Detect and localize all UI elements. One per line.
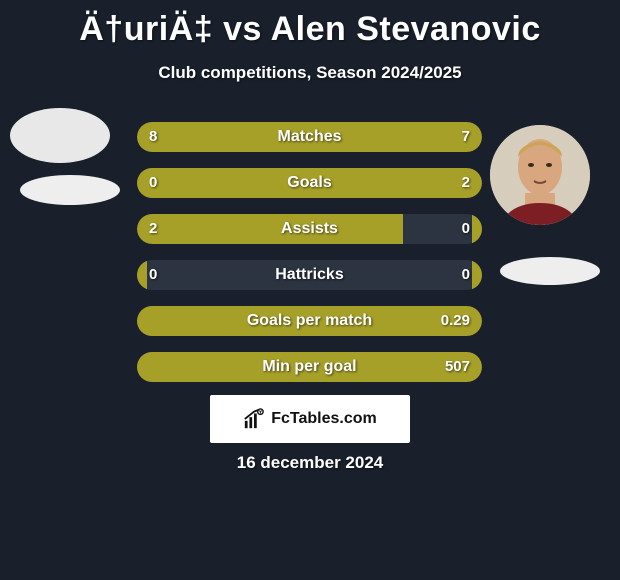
stat-label: Assists [137,214,482,244]
decorative-oval [20,175,120,205]
stat-label: Goals [137,168,482,198]
stat-row: Goals per match0.29 [137,306,482,336]
stat-value-right: 0.29 [441,306,470,336]
stat-value-right: 7 [462,122,470,152]
stat-label: Matches [137,122,482,152]
stat-row: 8Matches7 [137,122,482,152]
stat-row: 0Hattricks0 [137,260,482,290]
decorative-oval [500,257,600,285]
stat-value-right: 0 [462,260,470,290]
page-subtitle: Club competitions, Season 2024/2025 [0,63,620,83]
footer-badge: FcTables.com [210,395,410,443]
date-label: 16 december 2024 [0,453,620,473]
player-right-avatar [490,125,590,225]
stat-row: 0Goals2 [137,168,482,198]
comparison-bars: 8Matches70Goals22Assists00Hattricks0Goal… [137,122,482,398]
stat-label: Min per goal [137,352,482,382]
player-right-face-icon [490,125,590,225]
stat-value-right: 0 [462,214,470,244]
footer-label: FcTables.com [271,410,377,428]
player-left-avatar [10,108,110,163]
stat-row: Min per goal507 [137,352,482,382]
stat-label: Goals per match [137,306,482,336]
stat-value-right: 2 [462,168,470,198]
page-title: Ä†uriÄ‡ vs Alen Stevanovic [0,0,620,49]
stat-row: 2Assists0 [137,214,482,244]
stat-label: Hattricks [137,260,482,290]
stat-value-right: 507 [445,352,470,382]
fctables-logo-icon [243,408,265,430]
